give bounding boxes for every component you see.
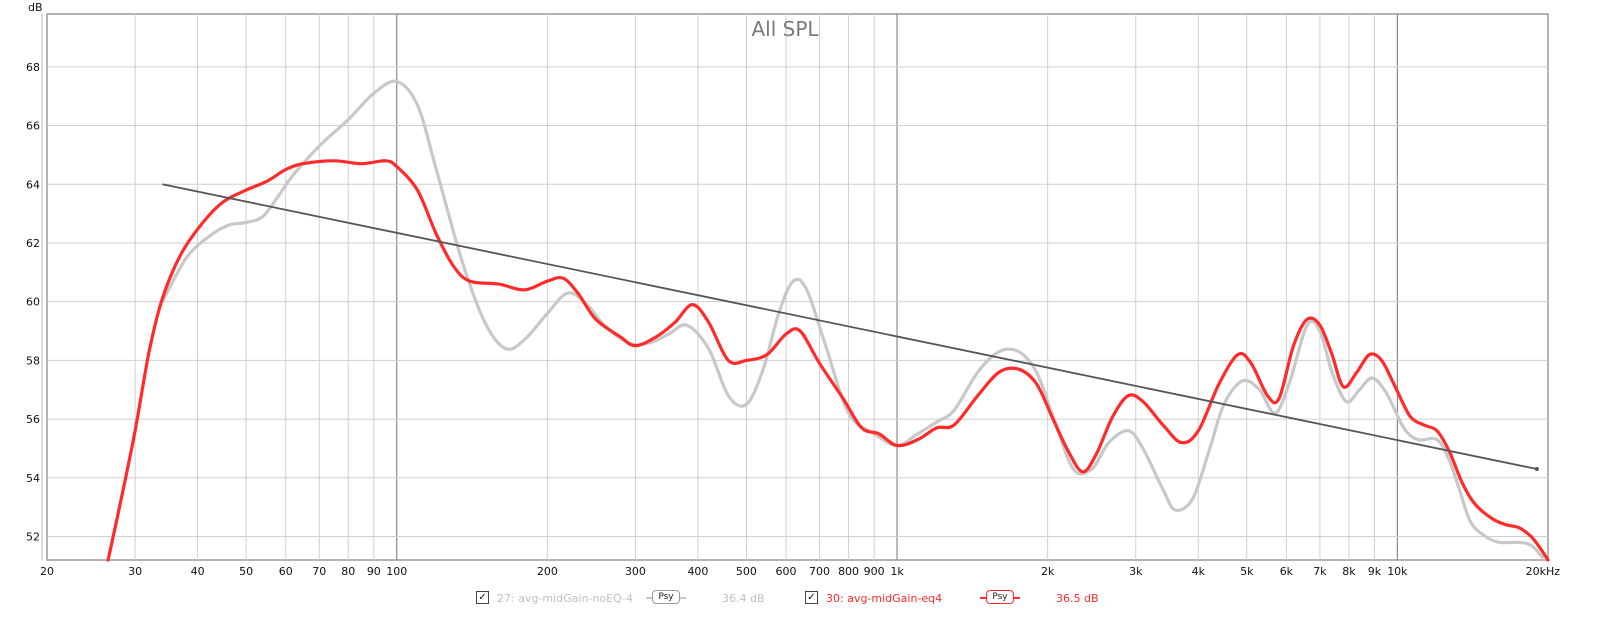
x-tick-label: 50: [239, 565, 253, 578]
grid: [47, 14, 1548, 560]
x-tick-label: 600: [776, 565, 797, 578]
x-tick-label: 8k: [1342, 565, 1356, 578]
x-tick-label: 200: [537, 565, 558, 578]
x-tick-label: 400: [687, 565, 708, 578]
x-tick-label: 10k: [1387, 565, 1408, 578]
y-tick-label: 62: [26, 237, 40, 250]
x-tick-label: 300: [625, 565, 646, 578]
x-tick-label: 7k: [1313, 565, 1327, 578]
trend-layer: [162, 183, 1539, 471]
series-layer: [106, 79, 1550, 562]
y-axis: 52 54 56 58 60 62 64 66 68: [26, 61, 40, 544]
psy-button-27[interactable]: Psy: [652, 590, 680, 604]
plot-area: [46, 13, 1549, 561]
x-tick-label: 500: [736, 565, 757, 578]
legend-checkbox-30[interactable]: ✓: [805, 591, 818, 604]
x-tick-label: 90: [367, 565, 381, 578]
x-tick-label: 30: [128, 565, 142, 578]
legend-value-27: 36.4 dB: [722, 592, 765, 605]
target-trend-line: [162, 183, 1538, 470]
legend-value-30: 36.5 dB: [1056, 592, 1099, 605]
legend: ✓ 27: avg-midGain-noEQ-4 Psy 36.4 dB ✓ 3…: [0, 588, 1600, 616]
psy-button-30[interactable]: Psy: [986, 590, 1014, 604]
x-tick-label: 20: [40, 565, 54, 578]
y-tick-label: 56: [26, 413, 40, 426]
legend-label-27: 27: avg-midGain-noEQ-4: [497, 592, 634, 605]
series-line-eq4: [106, 159, 1550, 562]
x-tick-label: 100: [386, 565, 407, 578]
legend-checkbox-27[interactable]: ✓: [476, 591, 489, 604]
legend-label-30: 30: avg-midGain-eq4: [826, 592, 943, 605]
x-axis: 20 30 40 50 60 70 80 90 100 200 300 400 500 600 700 800…: [40, 565, 1560, 578]
y-tick-label: 58: [26, 354, 40, 367]
x-tick-label: 5k: [1240, 565, 1254, 578]
x-tick-label: 60: [279, 565, 293, 578]
x-tick-label: 1k: [890, 565, 904, 578]
x-tick-label: 700: [809, 565, 830, 578]
y-tick-label: 64: [26, 178, 40, 191]
series-line-noeq: [160, 79, 1545, 559]
x-tick-label: 800: [838, 565, 859, 578]
y-tick-label: 68: [26, 61, 40, 74]
x-tick-label: 20kHz: [1526, 565, 1561, 578]
chart-title: All SPL: [751, 17, 819, 41]
x-tick-label: 3k: [1129, 565, 1143, 578]
y-tick-label: 60: [26, 296, 40, 309]
x-tick-label: 70: [312, 565, 326, 578]
y-tick-label: 54: [26, 472, 40, 485]
trend-end-marker: [1534, 467, 1539, 471]
y-tick-label: 52: [26, 531, 40, 544]
x-tick-label: 4k: [1192, 565, 1206, 578]
x-tick-label: 40: [191, 565, 205, 578]
x-tick-label: 9k: [1368, 565, 1382, 578]
y-axis-label: dB: [28, 1, 43, 14]
x-tick-label: 2k: [1041, 565, 1055, 578]
x-tick-label: 6k: [1280, 565, 1294, 578]
x-tick-label: 80: [341, 565, 355, 578]
y-tick-label: 66: [26, 120, 40, 133]
plot-frame: [41, 13, 1549, 561]
x-tick-label: 900: [864, 565, 885, 578]
